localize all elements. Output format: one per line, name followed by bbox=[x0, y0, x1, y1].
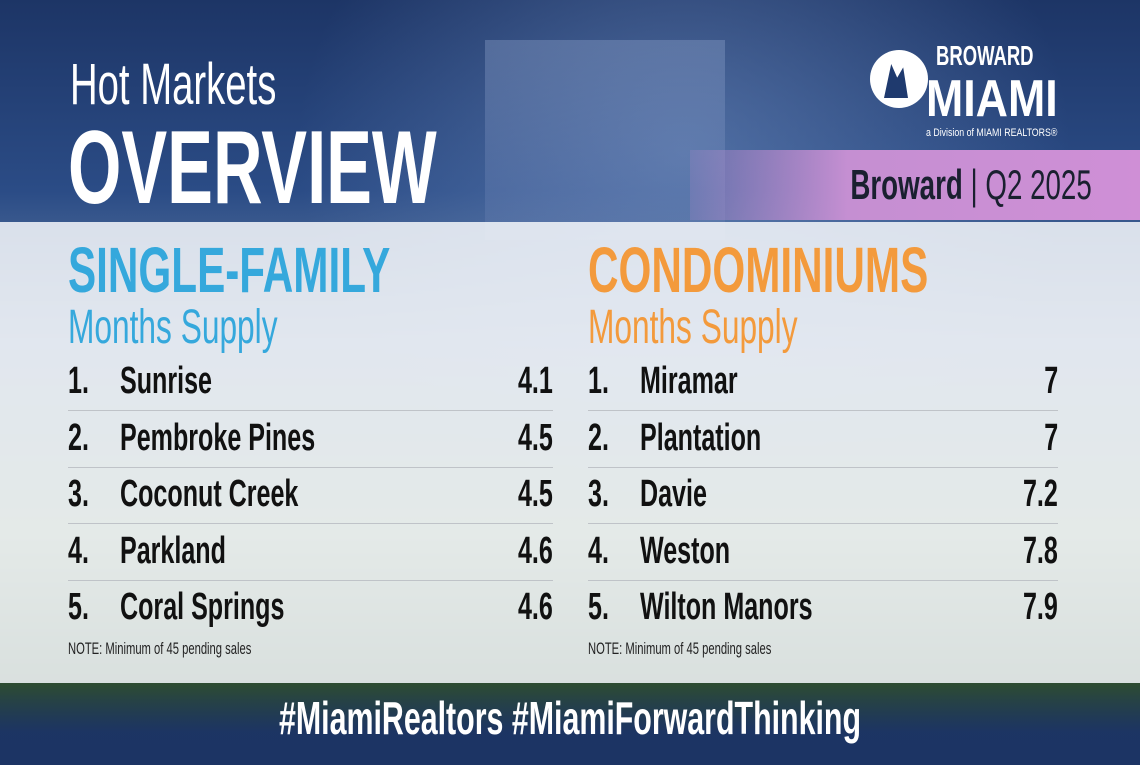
city-name: Miramar bbox=[640, 360, 738, 402]
row-divider bbox=[588, 523, 1058, 524]
months-supply-value: 7 bbox=[1044, 360, 1058, 402]
logo-mark-icon bbox=[870, 50, 928, 108]
city-name: Wilton Manors bbox=[640, 586, 813, 628]
rank: 2. bbox=[68, 416, 89, 459]
city-name: Coconut Creek bbox=[120, 473, 299, 515]
months-supply-value: 7.9 bbox=[1023, 586, 1058, 628]
background-building bbox=[485, 40, 725, 240]
rank: 3. bbox=[588, 473, 609, 515]
city-name: Davie bbox=[640, 473, 707, 515]
months-supply-value: 4.6 bbox=[518, 586, 553, 628]
note: NOTE: Minimum of 45 pending sales bbox=[588, 639, 772, 658]
section-subtitle: Months Supply bbox=[588, 301, 798, 354]
section-title: SINGLE-FAMILY bbox=[68, 234, 391, 306]
hashtags: #MiamiRealtors #MiamiForwardThinking bbox=[278, 692, 862, 744]
title-line1: Hot Markets bbox=[70, 52, 277, 117]
city-name: Pembroke Pines bbox=[120, 416, 316, 459]
months-supply-value: 4.5 bbox=[518, 416, 553, 459]
months-supply-value: 4.1 bbox=[518, 360, 553, 402]
rank: 1. bbox=[68, 360, 89, 402]
section-subtitle: Months Supply bbox=[68, 301, 278, 354]
row-divider bbox=[588, 466, 1058, 468]
period: Q2 2025 bbox=[985, 161, 1092, 208]
logo-main: MIAMI bbox=[926, 70, 1058, 128]
section-title: CONDOMINIUMS bbox=[588, 234, 929, 306]
region: Broward bbox=[850, 161, 964, 208]
city-name: Parkland bbox=[120, 529, 226, 572]
city-name: Coral Springs bbox=[120, 586, 285, 628]
rank: 4. bbox=[68, 529, 89, 572]
row-divider bbox=[588, 579, 1058, 581]
rank: 2. bbox=[588, 416, 609, 459]
months-supply-value: 4.5 bbox=[518, 473, 553, 515]
row-divider bbox=[68, 410, 553, 411]
logo-top: BROWARD bbox=[936, 40, 1034, 71]
footer-band bbox=[0, 683, 1140, 765]
region-period: Broward | Q2 2025 bbox=[850, 161, 1092, 208]
rank: 5. bbox=[588, 586, 609, 628]
region-band bbox=[690, 150, 1140, 220]
rank: 4. bbox=[588, 529, 609, 572]
content-panel bbox=[0, 222, 1140, 683]
rank: 1. bbox=[588, 360, 609, 402]
broward-miami-logo: BROWARD MIAMI a Division of MIAMI REALTO… bbox=[868, 42, 1100, 142]
row-divider bbox=[588, 410, 1058, 411]
city-name: Weston bbox=[640, 529, 731, 572]
title-line2: OVERVIEW bbox=[68, 110, 437, 226]
note: NOTE: Minimum of 45 pending sales bbox=[68, 639, 252, 658]
months-supply-value: 7.8 bbox=[1023, 529, 1058, 572]
rank: 5. bbox=[68, 586, 89, 628]
row-divider bbox=[68, 466, 553, 468]
city-name: Sunrise bbox=[120, 360, 212, 402]
row-divider bbox=[68, 579, 553, 581]
months-supply-value: 4.6 bbox=[518, 529, 553, 572]
row-divider bbox=[68, 523, 553, 524]
months-supply-value: 7.2 bbox=[1023, 473, 1058, 515]
logo-tagline: a Division of MIAMI REALTORS® bbox=[926, 127, 1058, 139]
months-supply-value: 7 bbox=[1044, 416, 1058, 459]
rank: 3. bbox=[68, 473, 89, 515]
city-name: Plantation bbox=[640, 416, 762, 459]
